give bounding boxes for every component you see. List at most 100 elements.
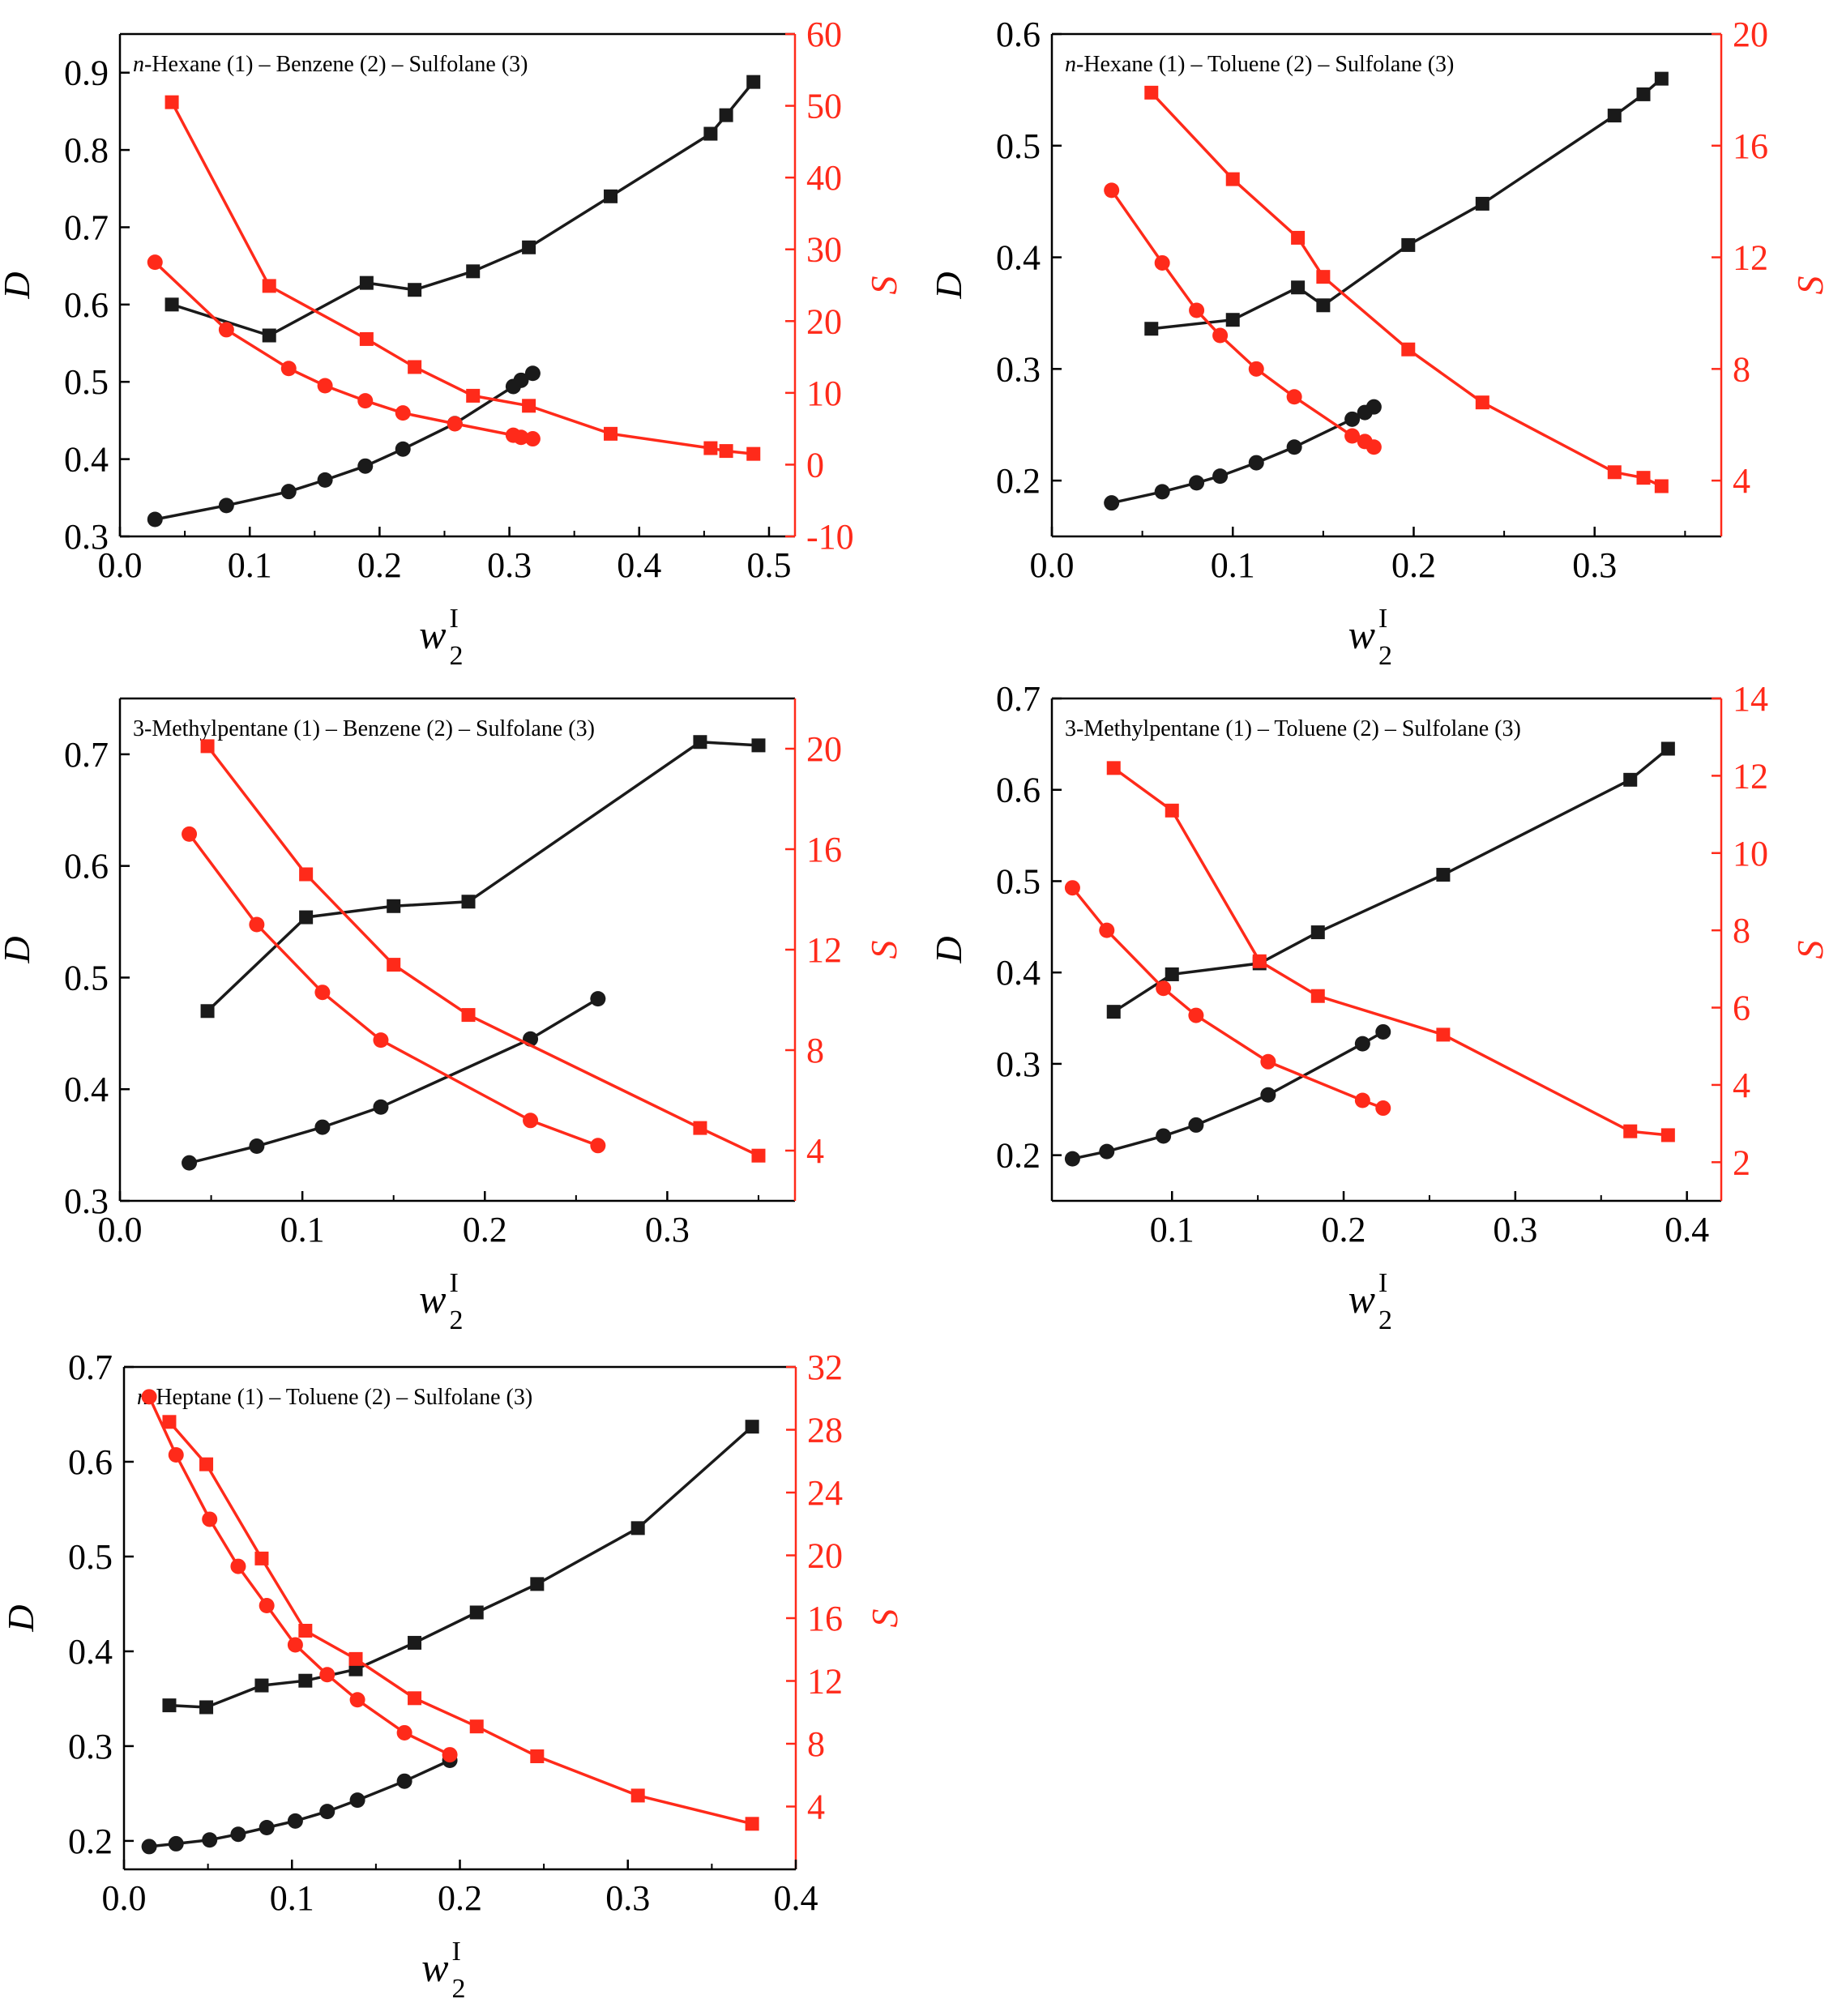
data-point-circle (259, 1820, 275, 1836)
data-point-circle (357, 393, 374, 409)
y2-tick-label: 4 (1733, 1066, 1750, 1105)
series-line-1 (148, 1758, 451, 1848)
data-point-square (359, 331, 374, 346)
series-line-3 (1071, 886, 1384, 1110)
data-point-square (162, 1698, 177, 1713)
data-point-square (530, 1577, 545, 1591)
y2-tick-label: 0 (806, 445, 824, 485)
data-point-circle (1189, 302, 1205, 318)
y2-tick-label: 8 (1733, 349, 1750, 389)
data-point-circle (524, 431, 541, 447)
data-point-square (1291, 280, 1306, 295)
y2-tick-label: 20 (807, 1536, 843, 1576)
y-tick-label: 0.7 (64, 735, 109, 775)
data-point-square (1607, 465, 1622, 480)
series-line-0 (169, 1425, 754, 1709)
data-point-circle (168, 1835, 184, 1852)
data-point-square (604, 189, 618, 203)
x-tick-label: 0.1 (1150, 1210, 1195, 1249)
y-axis-title: D (0, 1604, 41, 1632)
x-axis-title: w (1348, 1276, 1375, 1322)
data-point-circle (1260, 1087, 1276, 1103)
data-point-circle (141, 1839, 157, 1855)
data-point-circle (1154, 254, 1170, 271)
x-tick-label: 0.1 (280, 1210, 325, 1249)
data-point-circle (1286, 389, 1302, 405)
data-point-square (1654, 71, 1669, 86)
data-point-square (630, 1521, 645, 1535)
y2-tick-label: 14 (1733, 679, 1768, 719)
data-point-circle (1064, 1151, 1080, 1167)
y-tick-label: 0.7 (64, 207, 109, 247)
y-tick-label: 0.3 (996, 349, 1041, 389)
data-point-circle (1188, 1007, 1204, 1023)
series-line-0 (206, 740, 759, 1013)
x-axis-title-sup: I (450, 1268, 459, 1298)
data-point-square (1225, 172, 1240, 186)
x-tick-label: 0.1 (270, 1878, 314, 1918)
data-point-circle (249, 1138, 265, 1154)
y-tick-label: 0.5 (64, 958, 109, 997)
x-tick-label: 0.0 (1030, 545, 1075, 585)
data-point-circle (314, 1119, 331, 1135)
data-point-circle (147, 511, 163, 527)
data-point-square (1436, 868, 1451, 882)
data-point-square (262, 279, 276, 293)
panel-title: 3-Methylpentane (1) – Toluene (2) – Sulf… (1065, 716, 1521, 741)
data-point-square (1401, 237, 1416, 252)
data-point-circle (280, 484, 297, 500)
data-point-square (466, 264, 481, 279)
data-point-square (262, 328, 276, 343)
y2-axis-title: S (1789, 941, 1831, 959)
data-point-square (1636, 87, 1651, 101)
data-point-circle (1188, 1117, 1204, 1133)
panel-title-text: 3-Methylpentane (1) – Benzene (2) – Sulf… (133, 716, 595, 741)
data-point-square (387, 958, 401, 972)
series-line-0 (1151, 77, 1663, 331)
data-point-circle (590, 991, 606, 1007)
data-point-circle (230, 1558, 246, 1574)
series-line-0 (171, 80, 755, 337)
data-point-circle (202, 1511, 218, 1527)
data-point-square (1607, 109, 1622, 123)
data-point-square (298, 1673, 313, 1688)
y-tick-label: 0.4 (996, 238, 1041, 278)
data-point-square (1660, 1128, 1675, 1143)
data-point-square (254, 1678, 269, 1693)
x-tick-label: 0.1 (1211, 545, 1255, 585)
data-point-square (746, 75, 761, 89)
data-point-square (299, 867, 314, 882)
data-point-square (348, 1662, 363, 1676)
y-axis-title: D (0, 271, 37, 299)
data-point-square (199, 1457, 214, 1471)
series-line-2 (206, 745, 759, 1157)
y2-tick-label: 28 (807, 1411, 843, 1450)
data-point-circle (1344, 411, 1361, 427)
data-point-square (522, 399, 536, 413)
data-point-circle (513, 372, 529, 388)
x-tick-label: 0.3 (1493, 1210, 1537, 1249)
data-point-square (1636, 471, 1651, 485)
data-point-circle (182, 1155, 198, 1171)
x-axis-title: w (1348, 612, 1375, 657)
data-point-circle (1375, 1023, 1391, 1040)
y-tick-label: 0.3 (64, 1181, 109, 1221)
data-point-square (1144, 85, 1159, 100)
y-tick-label: 0.6 (64, 847, 109, 886)
y-tick-label: 0.5 (68, 1537, 113, 1577)
data-point-circle (1104, 182, 1120, 199)
data-point-square (1401, 342, 1416, 357)
data-point-circle (259, 1598, 275, 1613)
y2-tick-label: 6 (1733, 989, 1750, 1028)
y2-tick-label: 4 (807, 1787, 825, 1827)
data-point-circle (349, 1692, 365, 1708)
data-point-circle (1156, 980, 1172, 997)
y2-tick-label: 32 (807, 1348, 843, 1387)
y-tick-label: 0.2 (68, 1822, 113, 1861)
x-tick-label: 0.2 (1322, 1210, 1366, 1249)
y2-axis-title: S (863, 276, 904, 295)
y-tick-label: 0.6 (996, 15, 1041, 54)
data-point-square (408, 360, 422, 374)
data-point-circle (1354, 1092, 1370, 1108)
data-point-circle (1064, 880, 1080, 896)
